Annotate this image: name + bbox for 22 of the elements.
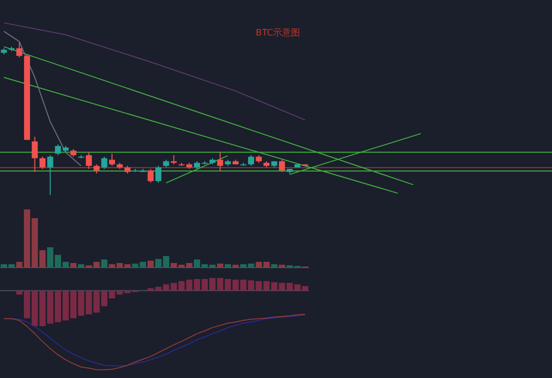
candlestick (109, 153, 116, 166)
candlestick (47, 154, 54, 196)
bar (148, 260, 154, 268)
candlestick (278, 159, 285, 172)
bar (217, 264, 224, 268)
candlestick (94, 164, 100, 174)
candlestick (86, 152, 92, 170)
bar (70, 263, 77, 268)
bar (224, 264, 232, 268)
candlestick (170, 154, 177, 165)
candlestick (32, 136, 38, 172)
bar (78, 264, 84, 268)
candlestick (217, 152, 224, 171)
candlestick (16, 42, 22, 58)
candlestick (101, 156, 108, 170)
bar (271, 264, 278, 268)
candlestick (155, 165, 162, 184)
bar (101, 260, 108, 268)
candlestick (148, 168, 154, 184)
text: BTC示意图 (256, 27, 300, 38)
candlestick (248, 154, 254, 166)
candlestick (39, 156, 46, 170)
